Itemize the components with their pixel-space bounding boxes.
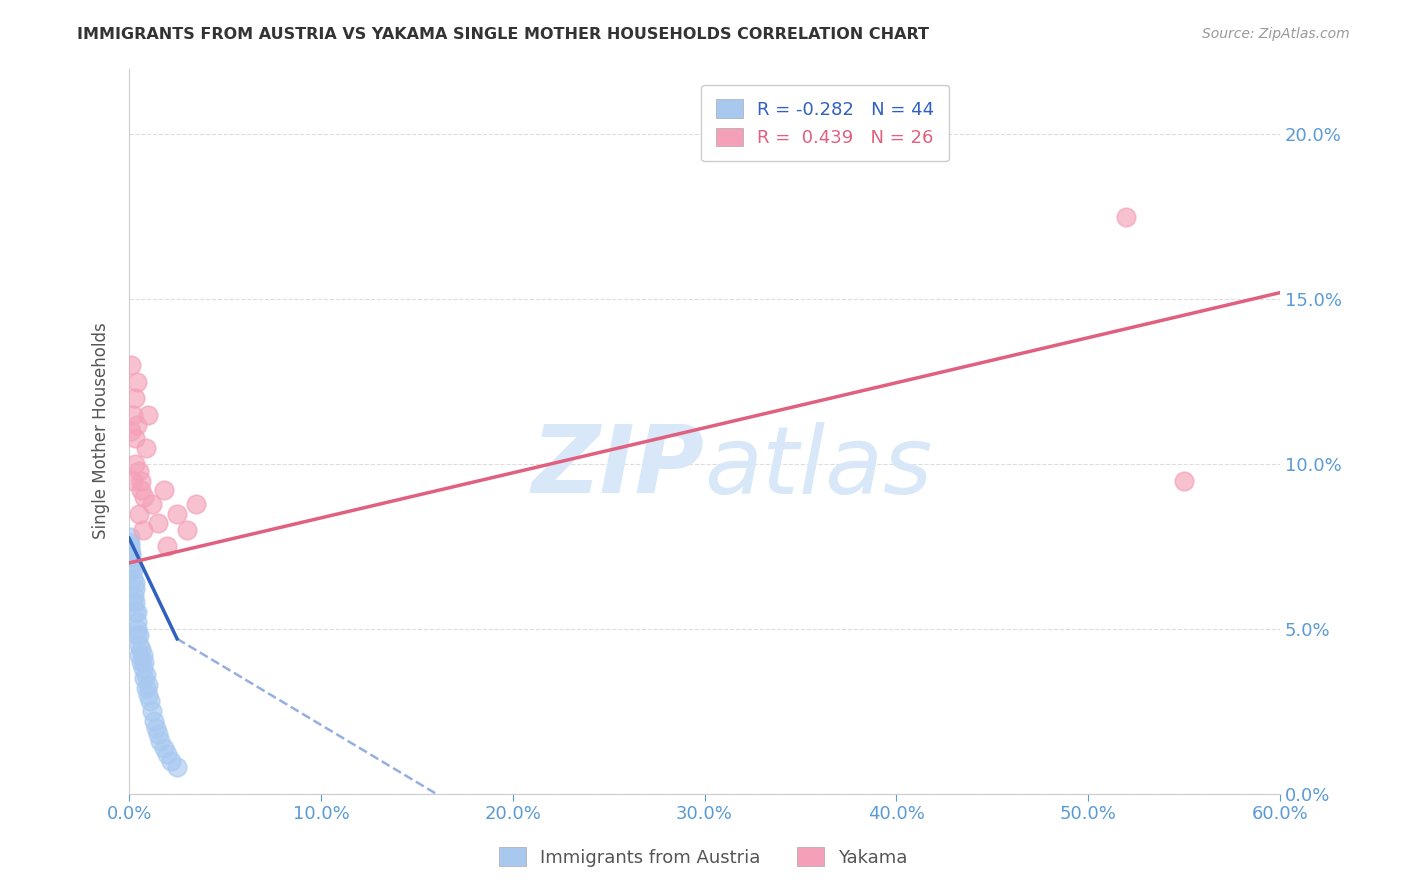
Legend: Immigrants from Austria, Yakama: Immigrants from Austria, Yakama: [491, 840, 915, 874]
Point: [120, 549, 142, 564]
Point: [129, 641, 152, 656]
Point: [135, 668, 157, 682]
Point: [124, 575, 146, 590]
Point: [128, 638, 150, 652]
Point: [136, 408, 159, 422]
Text: ZIP: ZIP: [531, 421, 704, 514]
Point: [129, 474, 152, 488]
Point: [122, 562, 145, 576]
Point: [166, 507, 188, 521]
Point: [118, 540, 141, 554]
Point: [156, 747, 179, 761]
Point: [129, 483, 152, 498]
Point: [156, 540, 179, 554]
Point: [128, 507, 150, 521]
Text: atlas: atlas: [704, 422, 932, 513]
Point: [166, 760, 188, 774]
Point: [134, 655, 156, 669]
Point: [125, 417, 148, 432]
Point: [122, 589, 145, 603]
Text: Source: ZipAtlas.com: Source: ZipAtlas.com: [1202, 27, 1350, 41]
Point: [118, 530, 141, 544]
Point: [131, 648, 153, 663]
Point: [141, 497, 163, 511]
Point: [120, 542, 142, 557]
Point: [121, 556, 143, 570]
Point: [129, 655, 152, 669]
Point: [146, 727, 169, 741]
Point: [186, 497, 208, 511]
Point: [128, 628, 150, 642]
Point: [124, 431, 146, 445]
Legend: R = -0.282   N = 44, R =  0.439   N = 26: R = -0.282 N = 44, R = 0.439 N = 26: [702, 85, 949, 161]
Point: [146, 516, 169, 531]
Point: [135, 441, 157, 455]
Point: [152, 483, 174, 498]
Point: [124, 606, 146, 620]
Point: [124, 457, 146, 471]
Point: [120, 424, 142, 438]
Point: [131, 523, 153, 537]
Point: [118, 536, 141, 550]
Point: [128, 464, 150, 478]
Point: [125, 375, 148, 389]
Point: [160, 754, 183, 768]
Point: [128, 648, 150, 663]
Point: [120, 549, 142, 564]
Point: [120, 358, 142, 372]
Point: [134, 490, 156, 504]
Point: [122, 408, 145, 422]
Point: [122, 474, 145, 488]
Y-axis label: Single Mother Households: Single Mother Households: [93, 323, 110, 540]
Point: [149, 734, 172, 748]
Point: [145, 721, 167, 735]
Point: [152, 740, 174, 755]
Point: [1115, 210, 1137, 224]
Point: [125, 628, 148, 642]
Point: [136, 678, 159, 692]
Point: [120, 562, 142, 576]
Point: [141, 704, 163, 718]
Point: [122, 573, 145, 587]
Point: [1173, 474, 1195, 488]
Point: [139, 694, 162, 708]
Point: [131, 661, 153, 675]
Text: IMMIGRANTS FROM AUSTRIA VS YAKAMA SINGLE MOTHER HOUSEHOLDS CORRELATION CHART: IMMIGRANTS FROM AUSTRIA VS YAKAMA SINGLE…: [77, 27, 929, 42]
Point: [143, 714, 166, 728]
Point: [124, 391, 146, 405]
Point: [134, 671, 156, 685]
Point: [122, 595, 145, 609]
Point: [125, 622, 148, 636]
Point: [135, 681, 157, 696]
Point: [124, 595, 146, 609]
Point: [176, 523, 198, 537]
Point: [125, 606, 148, 620]
Point: [124, 582, 146, 597]
Point: [136, 688, 159, 702]
Point: [125, 615, 148, 630]
Point: [120, 546, 142, 560]
